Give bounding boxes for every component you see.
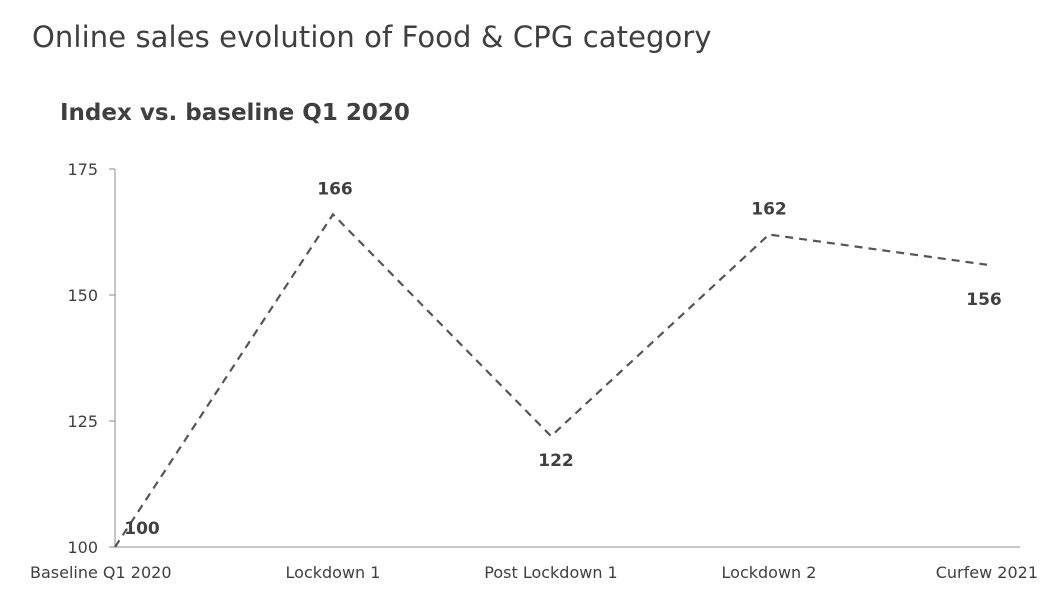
chart-title: Online sales evolution of Food & CPG cat… bbox=[32, 20, 712, 54]
data-labels: 100 166 122 162 156 bbox=[124, 179, 1002, 539]
x-tick-label: Lockdown 1 bbox=[286, 563, 381, 582]
data-label: 100 bbox=[124, 519, 160, 539]
y-tick-label: 125 bbox=[67, 412, 98, 431]
x-tick-labels: Baseline Q1 2020 Lockdown 1 Post Lockdown … bbox=[30, 563, 1038, 582]
series-group bbox=[114, 212, 988, 548]
y-tick-label: 150 bbox=[67, 286, 98, 305]
y-tick-label: 175 bbox=[67, 160, 98, 179]
y-ticks: 100 125 150 175 bbox=[67, 160, 115, 557]
chart-subtitle: Index vs. baseline Q1 2020 bbox=[60, 100, 410, 126]
x-tick-label: Post Lockdown 1 bbox=[484, 563, 617, 582]
data-label: 166 bbox=[317, 179, 353, 199]
data-label: 162 bbox=[751, 200, 787, 220]
data-label: 122 bbox=[538, 451, 574, 471]
series-line bbox=[114, 212, 988, 548]
x-tick-label: Lockdown 2 bbox=[722, 563, 817, 582]
data-label: 156 bbox=[966, 290, 1002, 310]
y-tick-label: 100 bbox=[67, 538, 98, 557]
x-tick-label: Curfew 2021 bbox=[936, 563, 1038, 582]
x-tick-label: Baseline Q1 2020 bbox=[30, 563, 172, 582]
